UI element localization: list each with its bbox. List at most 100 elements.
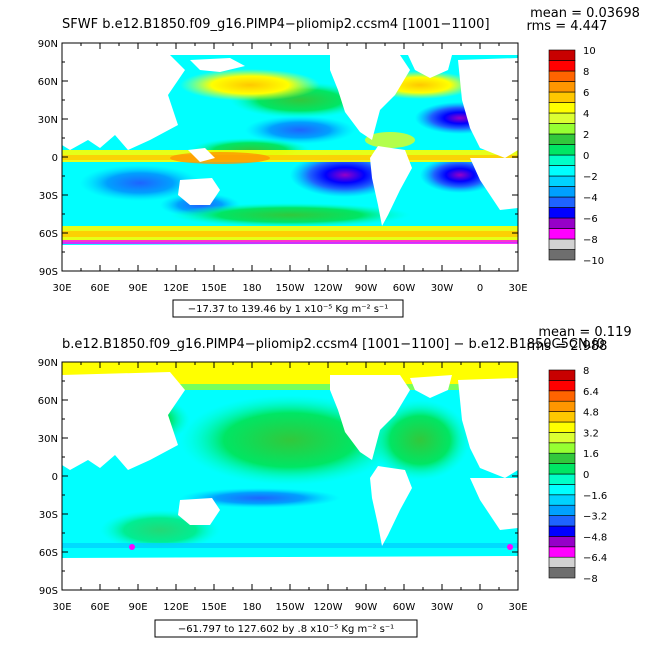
panel-1-rms-label: rms = 4.447 (527, 19, 608, 34)
panel-2-colorbar-box (548, 400, 576, 412)
panel-1-colorbar-box (548, 165, 576, 177)
panel-2-colorbar-box (548, 380, 576, 392)
panel-1-field (62, 43, 518, 271)
panel-1-colorbar-label: −8 (583, 235, 598, 246)
panel-1-lat-tick-label: 30S (39, 191, 58, 202)
panel-2-colorbar-label: 3.2 (583, 428, 599, 439)
panel-1-colorbar-box (548, 112, 576, 124)
panel-1-colorbar-box (548, 144, 576, 156)
panel-1-lat-tick-label: 30N (38, 115, 58, 126)
panel-1-lat-tick-label: 90S (39, 267, 58, 278)
panel-2-colorbar-box (548, 546, 576, 558)
panel-2-colorbar-label: 1.6 (583, 449, 599, 460)
panel-2-colorbar-box (548, 567, 576, 579)
panel-1-colorbar-box (548, 70, 576, 82)
panel-2-lon-tick-label: 90E (128, 602, 147, 613)
panel-1-lon-tick-label: 120W (314, 283, 343, 294)
panel-1-colorbar-box (548, 249, 576, 261)
panel-2-lon-tick-label: 150W (276, 602, 305, 613)
panel-2-lon-tick-label: 150E (201, 602, 226, 613)
panel-1-colorbar-label: −4 (583, 193, 598, 204)
panel-1-lon-tick-label: 120E (163, 283, 188, 294)
panel-2-colorbar-box (548, 452, 576, 464)
panel-2-field (62, 362, 518, 590)
panel-2-colorbar-label: 0 (583, 470, 589, 481)
panel-1-lat-tick-label: 60S (39, 229, 58, 240)
panel-2-lat-tick-label: 0 (52, 472, 58, 483)
panel-1-land (62, 43, 518, 271)
panel-1-colorbar-label: 6 (583, 88, 589, 99)
panel-2-lat-tick-label: 30S (39, 510, 58, 521)
panel-2-title: b.e12.B1850.f09_g16.PIMP4−pliomip2.ccsm4… (62, 337, 605, 352)
panel-2-lon-tick-label: 30E (52, 602, 71, 613)
panel-1-lat-tick-label: 0 (52, 153, 58, 164)
panel-1-lon-tick-label: 60W (393, 283, 416, 294)
panel-2-colorbar-box (548, 369, 576, 381)
panel-1-colorbar-label: 8 (583, 67, 589, 78)
panel-2-colorbar-box (548, 411, 576, 423)
panel-2-lon-tick-label: 60W (393, 602, 416, 613)
panel-1-colorbar: 10 8 6 4 2 0 −2 −4 −6 −8 −10 (548, 46, 604, 267)
panel-1-colorbar-box (548, 217, 576, 229)
panel-2-lat-tick-label: 30N (38, 434, 58, 445)
panel-2-colorbar-label: −3.2 (583, 512, 607, 523)
panel-2-colorbar-label: −4.8 (583, 532, 607, 543)
panel-1-colorbar-box (548, 228, 576, 240)
panel-1-colorbar-box (548, 60, 576, 72)
panel-1-colorbar-box (548, 49, 576, 61)
panel-1-lon-tick-label: 30E (52, 283, 71, 294)
panel-1-lon-tick-label: 0 (477, 283, 483, 294)
panel-2-lon-tick-label: 120W (314, 602, 343, 613)
panel-1-colorbar-label: −10 (583, 256, 604, 267)
panel-2-lon-tick-label: 120E (163, 602, 188, 613)
panel-1: SFWF b.e12.B1850.f09_g16.PIMP4−pliomip2.… (38, 6, 640, 318)
panel-2-lon-tick-label: 180 (242, 602, 261, 613)
panel-2-colorbar-label: 8 (583, 366, 589, 377)
panel-2-lat-tick-label: 60N (38, 396, 58, 407)
panel-2-lat-tick-label: 90N (38, 358, 58, 369)
panel-1-lat-tick-label: 90N (38, 39, 58, 50)
panel-2-colorbar-box (548, 556, 576, 568)
panel-2-colorbar-box (548, 473, 576, 485)
panel-1-colorbar-label: 10 (583, 46, 596, 57)
panel-2-colorbar-label: −1.6 (583, 491, 607, 502)
panel-2-lat-tick-label: 60S (39, 548, 58, 559)
panel-2-colorbar-box (548, 432, 576, 444)
panel-1-range-box: −17.37 to 139.46 by 1 x10⁻⁵ Kg m⁻² s⁻¹ (172, 299, 404, 318)
panel-2-colorbar-label: 6.4 (583, 387, 599, 398)
panel-2-colorbar-box (548, 463, 576, 475)
panel-1-lon-tick-label: 150W (276, 283, 305, 294)
panel-1-lon-tick-label: 180 (242, 283, 261, 294)
panel-2-land (62, 372, 518, 590)
panel-1-lon-tick-label: 30W (431, 283, 454, 294)
panel-1-mean-label: mean = 0.03698 (530, 6, 640, 21)
panel-1-colorbar-label: 2 (583, 130, 589, 141)
panel-2-rms-label: rms = 2.988 (527, 339, 608, 354)
panel-1-colorbar-label: 0 (583, 151, 589, 162)
panel-2-colorbar-label: −8 (583, 574, 598, 585)
panel-1-colorbar-box (548, 154, 576, 166)
panel-2-colorbar-box (548, 494, 576, 506)
panel-2-colorbar-box (548, 504, 576, 516)
panel-1-colorbar-box (548, 207, 576, 219)
panel-2-colorbar-label: −6.4 (583, 553, 607, 564)
panel-1-lon-tick-label: 30E (508, 283, 527, 294)
panel-2-colorbar-box (548, 525, 576, 537)
panel-1-colorbar-box (548, 175, 576, 187)
panel-2-lat-tick-label: 90S (39, 586, 58, 597)
panel-2-colorbar-box (548, 536, 576, 548)
panel-2-lon-tick-label: 90W (355, 602, 378, 613)
panel-2-colorbar: 8 6.4 4.8 3.2 1.6 0 −1.6 −3.2 −4.8 −6.4 −8 (548, 366, 607, 585)
panel-2-mean-label: mean = 0.119 (538, 325, 631, 340)
panel-1-lon-tick-label: 90W (355, 283, 378, 294)
panel-2-lon-tick-label: 30W (431, 602, 454, 613)
panel-2-axes: 90N 60N 30N 0 30S 60S 90S 30E 60E 90E 120E 150E 180 1… (38, 358, 528, 613)
panel-2-range-box: −61.797 to 127.602 by .8 x10⁻⁵ Kg m⁻² s⁻… (154, 619, 418, 638)
panel-2-colorbar-label: 4.8 (583, 408, 599, 419)
panel-1-colorbar-box (548, 186, 576, 198)
panel-1-lat-tick-label: 60N (38, 77, 58, 88)
panel-2-colorbar-box (548, 515, 576, 527)
panel-1-title: SFWF b.e12.B1850.f09_g16.PIMP4−pliomip2.… (62, 17, 490, 32)
panel-1-lon-tick-label: 60E (90, 283, 109, 294)
